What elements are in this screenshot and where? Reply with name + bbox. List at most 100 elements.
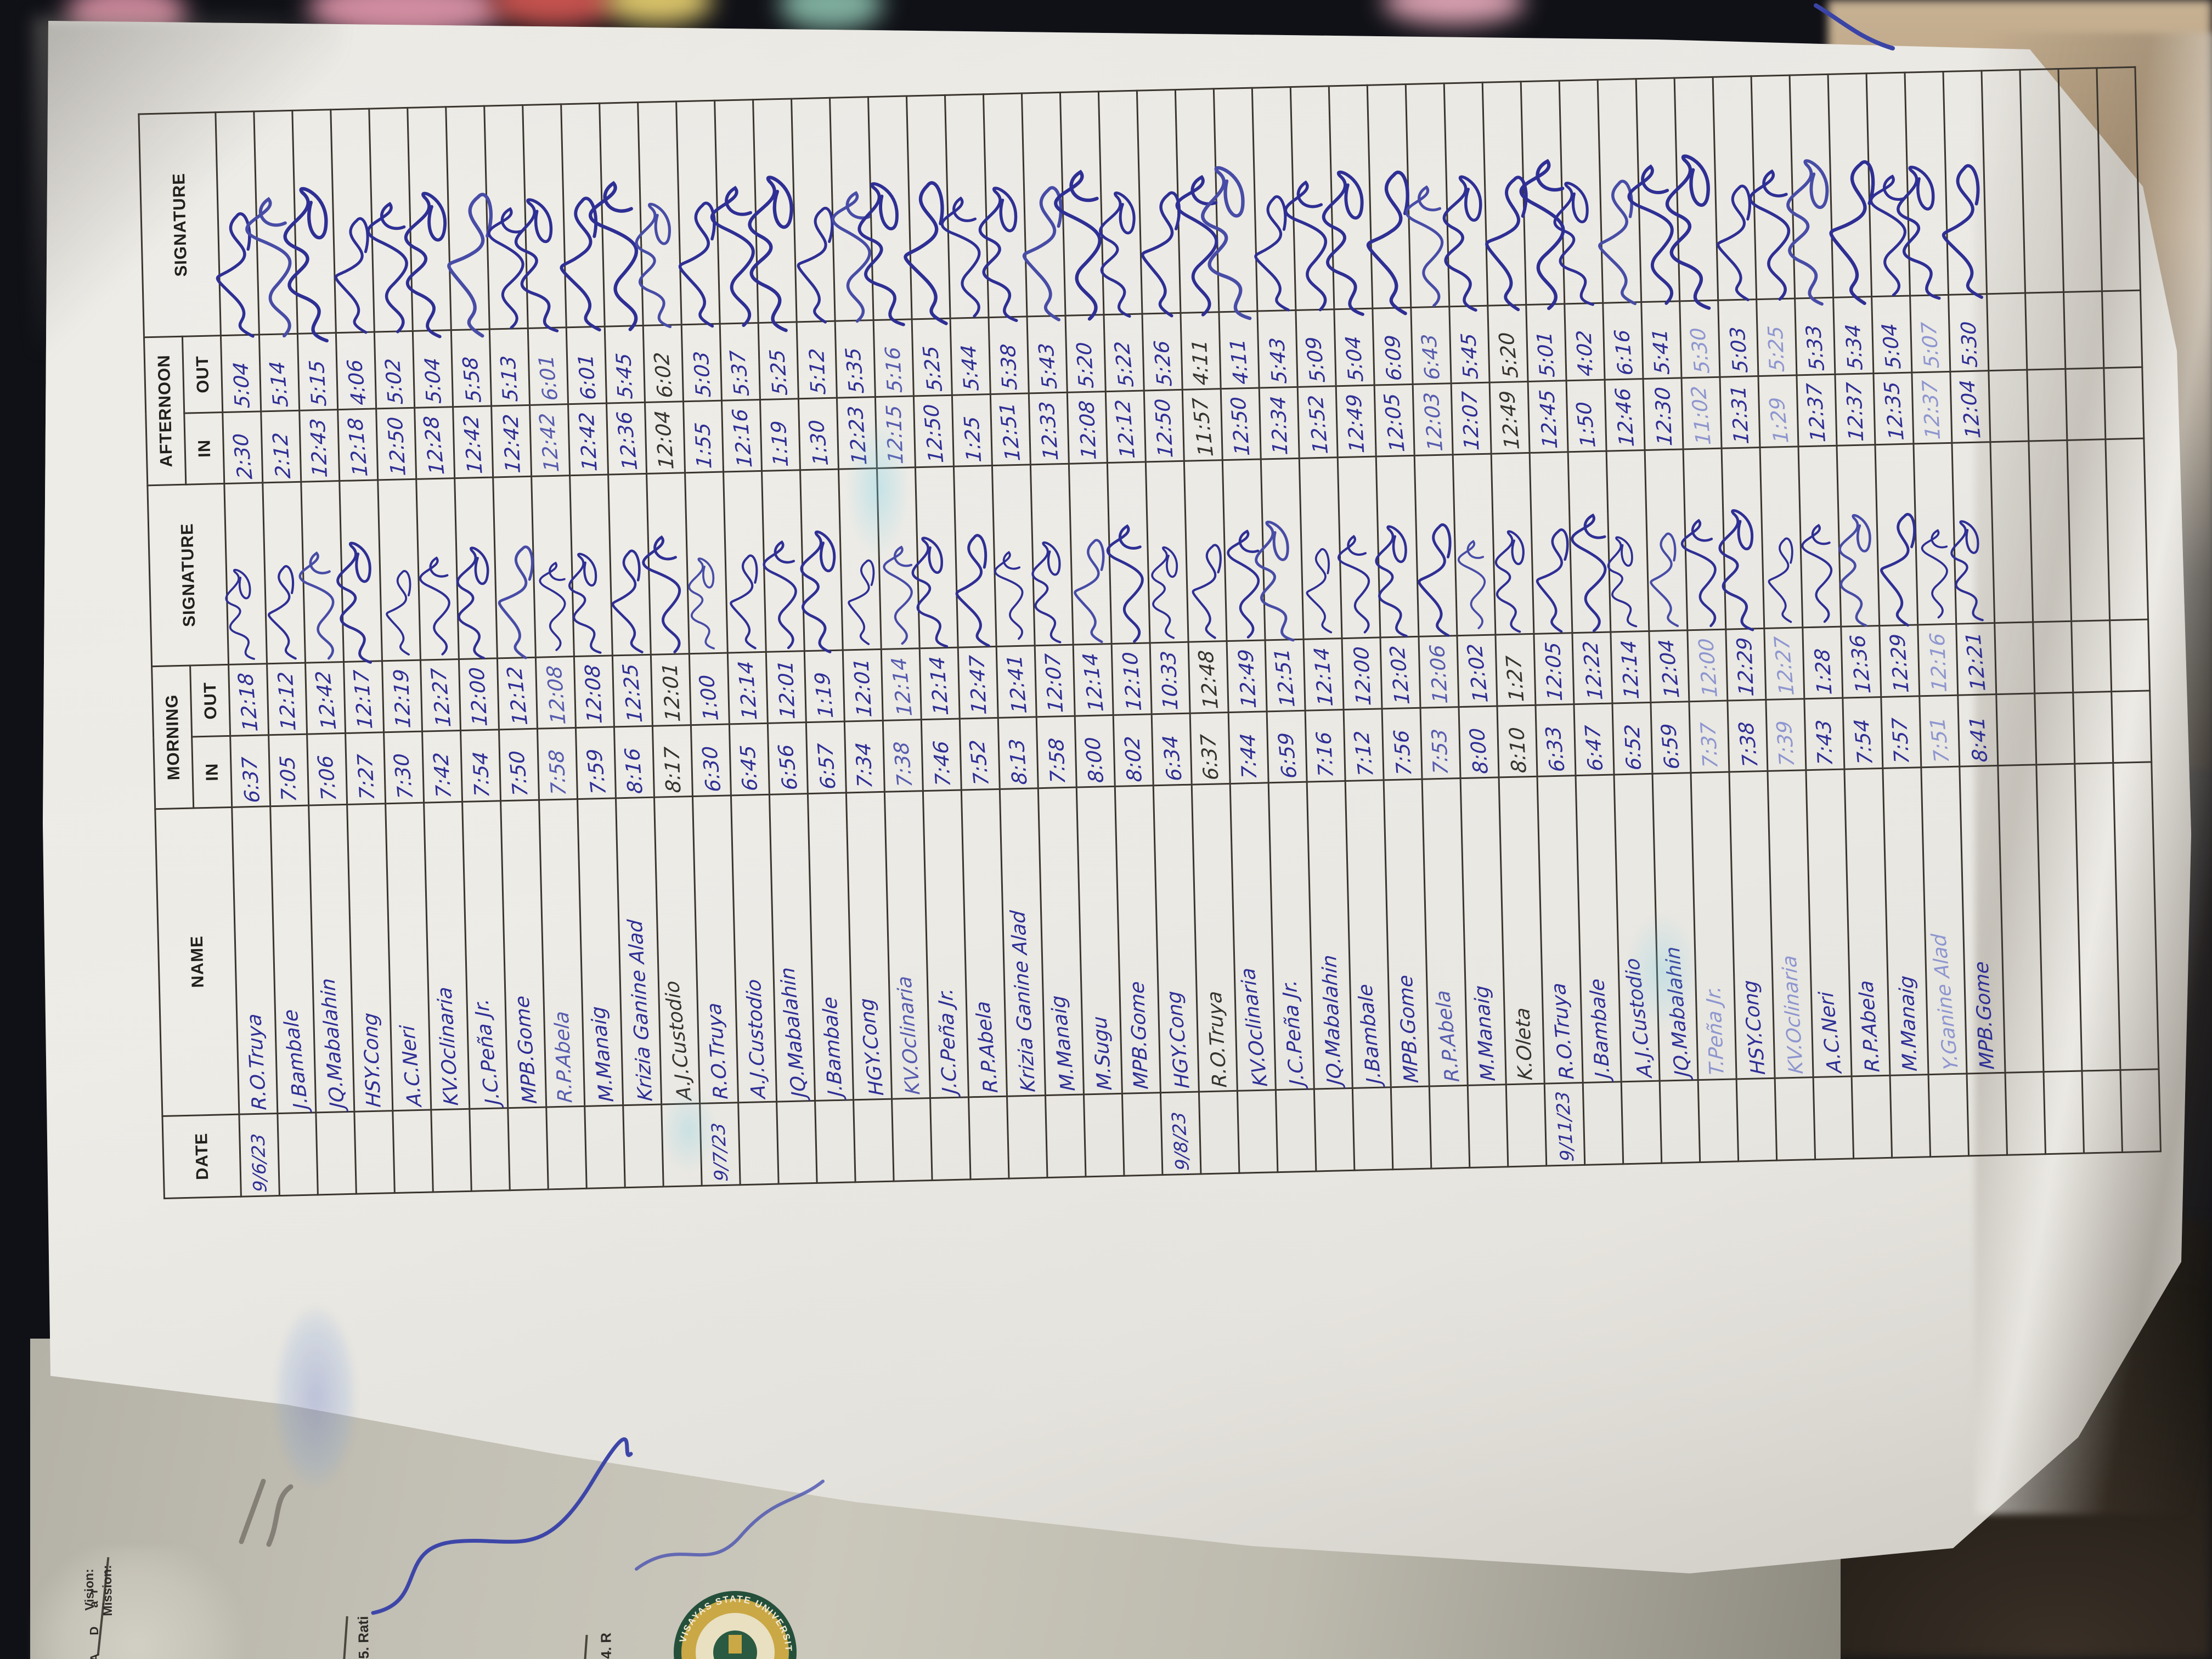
cell-date xyxy=(1391,1086,1431,1170)
attendance-row: 9/7/23 R.O.Truya 6:30 1:00 1:55 5:03 xyxy=(676,100,741,1186)
signature-scribble xyxy=(800,531,836,653)
cell-morning-out: 12:01 xyxy=(843,649,883,722)
cell-afternoon-in: 12:50 xyxy=(913,395,954,467)
signature-scribble xyxy=(1306,548,1333,634)
signature-scribble xyxy=(1366,170,1409,315)
cell-name: A.J.Custodio xyxy=(654,796,700,1105)
signature-scribble xyxy=(1768,537,1793,623)
cell-signature-am xyxy=(1798,445,1841,628)
cell-afternoon-in: 12:42 xyxy=(529,404,570,477)
cell-afternoon-in: 12:50 xyxy=(376,408,416,480)
cell-signature-pm xyxy=(1366,84,1411,315)
cell-morning-in: 7:16 xyxy=(1305,709,1346,782)
cell-afternoon-in: 12:23 xyxy=(837,397,877,470)
cell-signature-pm xyxy=(1022,92,1066,321)
cell-name: MPB.Gome xyxy=(1959,765,2005,1074)
cell-morning-out: 12:04 xyxy=(1649,630,1689,703)
signature-scribble xyxy=(730,554,758,650)
cell-name: MPB.Gome xyxy=(1384,779,1430,1087)
signature-scribble xyxy=(1418,523,1452,637)
cell-afternoon-in: 12:28 xyxy=(414,407,455,479)
attendance-row: R.P.Abela 7:52 12:47 1:25 5:44 xyxy=(940,94,1009,1180)
cell-afternoon-in: 12:15 xyxy=(875,396,916,469)
cell-signature-am xyxy=(992,464,1035,647)
cell-morning-out: 12:18 xyxy=(228,663,269,736)
cell-date xyxy=(1237,1090,1278,1173)
cell-name: A.C.Neri xyxy=(1805,769,1852,1077)
signature-scribble xyxy=(386,570,411,656)
cell-afternoon-in: 1:30 xyxy=(798,398,839,470)
cell-morning-out: 12:42 xyxy=(305,662,346,735)
signature-scribble xyxy=(1442,175,1482,312)
cell-signature-pm xyxy=(904,95,951,325)
cell-morning-out: 10:33 xyxy=(1150,642,1190,714)
signature-scribble xyxy=(831,191,871,323)
signature-scribble xyxy=(611,549,644,653)
header-afternoon-out: OUT xyxy=(182,335,223,414)
signature-scribble xyxy=(560,196,601,332)
cell-name: R.P.Abela xyxy=(539,799,585,1108)
attendance-row: MPB.Gome 8:41 12:21 12:04 5:30 xyxy=(1942,70,2007,1156)
attendance-row: R.P.Abela 7:54 12:36 12:37 5:34 xyxy=(1828,73,1892,1159)
cell-signature-am xyxy=(531,475,574,658)
signature-scribble xyxy=(1457,540,1486,629)
signature-scribble xyxy=(1571,513,1607,633)
cell-afternoon-out: 6:01 xyxy=(528,327,568,405)
cell-signature-pm xyxy=(1553,80,1603,306)
cell-morning-out: 12:29 xyxy=(1879,624,1920,697)
cell-date xyxy=(891,1098,933,1182)
cell-date xyxy=(1736,1078,1777,1161)
signature-scribble xyxy=(1786,159,1829,306)
cell-afternoon-out: 5:09 xyxy=(1295,309,1336,387)
cell-signature-pm xyxy=(1598,78,1641,306)
cell-afternoon-in: 1:55 xyxy=(683,400,724,473)
cell-date xyxy=(431,1109,472,1192)
cell-name: A.J.Custodio xyxy=(731,794,777,1103)
cell-signature-pm xyxy=(445,106,493,338)
signature-scribble xyxy=(1665,154,1711,310)
cell-morning-out: 1:28 xyxy=(1802,627,1843,699)
cell-signature-am xyxy=(1990,441,2033,623)
cell-date xyxy=(2005,1071,2046,1155)
attendance-row: J.C.Peña Jr. 7:54 12:00 12:42 5:58 xyxy=(445,106,510,1192)
header-morning-out: OUT xyxy=(190,664,230,737)
cell-morning-out: 12:00 xyxy=(1342,637,1383,710)
cell-morning-in: 7:56 xyxy=(1382,708,1423,780)
cell-morning-in: 7:37 xyxy=(1689,701,1729,773)
cell-signature-am xyxy=(454,477,498,659)
cell-signature-pm xyxy=(1405,83,1449,308)
cell-signature-pm xyxy=(1054,91,1104,321)
signature-scribble xyxy=(1607,536,1638,628)
cell-morning-in: 8:02 xyxy=(1113,714,1154,787)
cell-name: M.Manaig xyxy=(577,798,623,1107)
attendance-row: K.Oleta 8:10 1:27 12:49 5:20 xyxy=(1482,81,1547,1167)
signature-scribble xyxy=(298,551,335,660)
cell-morning-in: 7:54 xyxy=(1842,697,1883,770)
cell-signature-am xyxy=(1491,453,1534,635)
mission-label: Mission: xyxy=(99,1565,115,1616)
cell-morning-in: 7:57 xyxy=(1881,696,1921,769)
cell-date xyxy=(661,1103,702,1187)
cell-morning-out: 12:41 xyxy=(996,645,1037,718)
cell-signature-am xyxy=(1299,457,1342,640)
cell-signature-am xyxy=(1222,459,1266,641)
cell-afternoon-out: 5:44 xyxy=(950,317,991,396)
cell-morning-in: 8:17 xyxy=(652,725,693,798)
attendance-row: HSY.Cong 7:27 12:17 12:18 4:06 xyxy=(330,109,395,1194)
cell-signature-pm xyxy=(830,97,874,323)
cell-morning-out: 12:14 xyxy=(881,648,922,721)
cell-signature-pm xyxy=(366,108,413,334)
cell-date xyxy=(1199,1091,1239,1174)
cell-afternoon-out: 5:04 xyxy=(413,330,453,408)
cell-name: JQ.Mabalahin xyxy=(308,804,354,1113)
cell-name: JQ.Mabalahin xyxy=(769,793,815,1102)
cell-afternoon-in: 1:25 xyxy=(952,394,992,467)
attendance-row: Y.Ganine Alad 7:51 12:16 12:37 5:07 xyxy=(1897,71,1969,1157)
cell-morning-in: 7:43 xyxy=(1804,698,1844,770)
signature-scribble xyxy=(456,546,489,659)
cell-morning-out: 12:16 xyxy=(1917,624,1958,696)
signature-scribble xyxy=(216,212,255,338)
under-page-watermark xyxy=(33,1547,263,1659)
cell-morning-out: 12:25 xyxy=(612,654,653,727)
cell-date: 9/11/23 xyxy=(1544,1082,1585,1166)
